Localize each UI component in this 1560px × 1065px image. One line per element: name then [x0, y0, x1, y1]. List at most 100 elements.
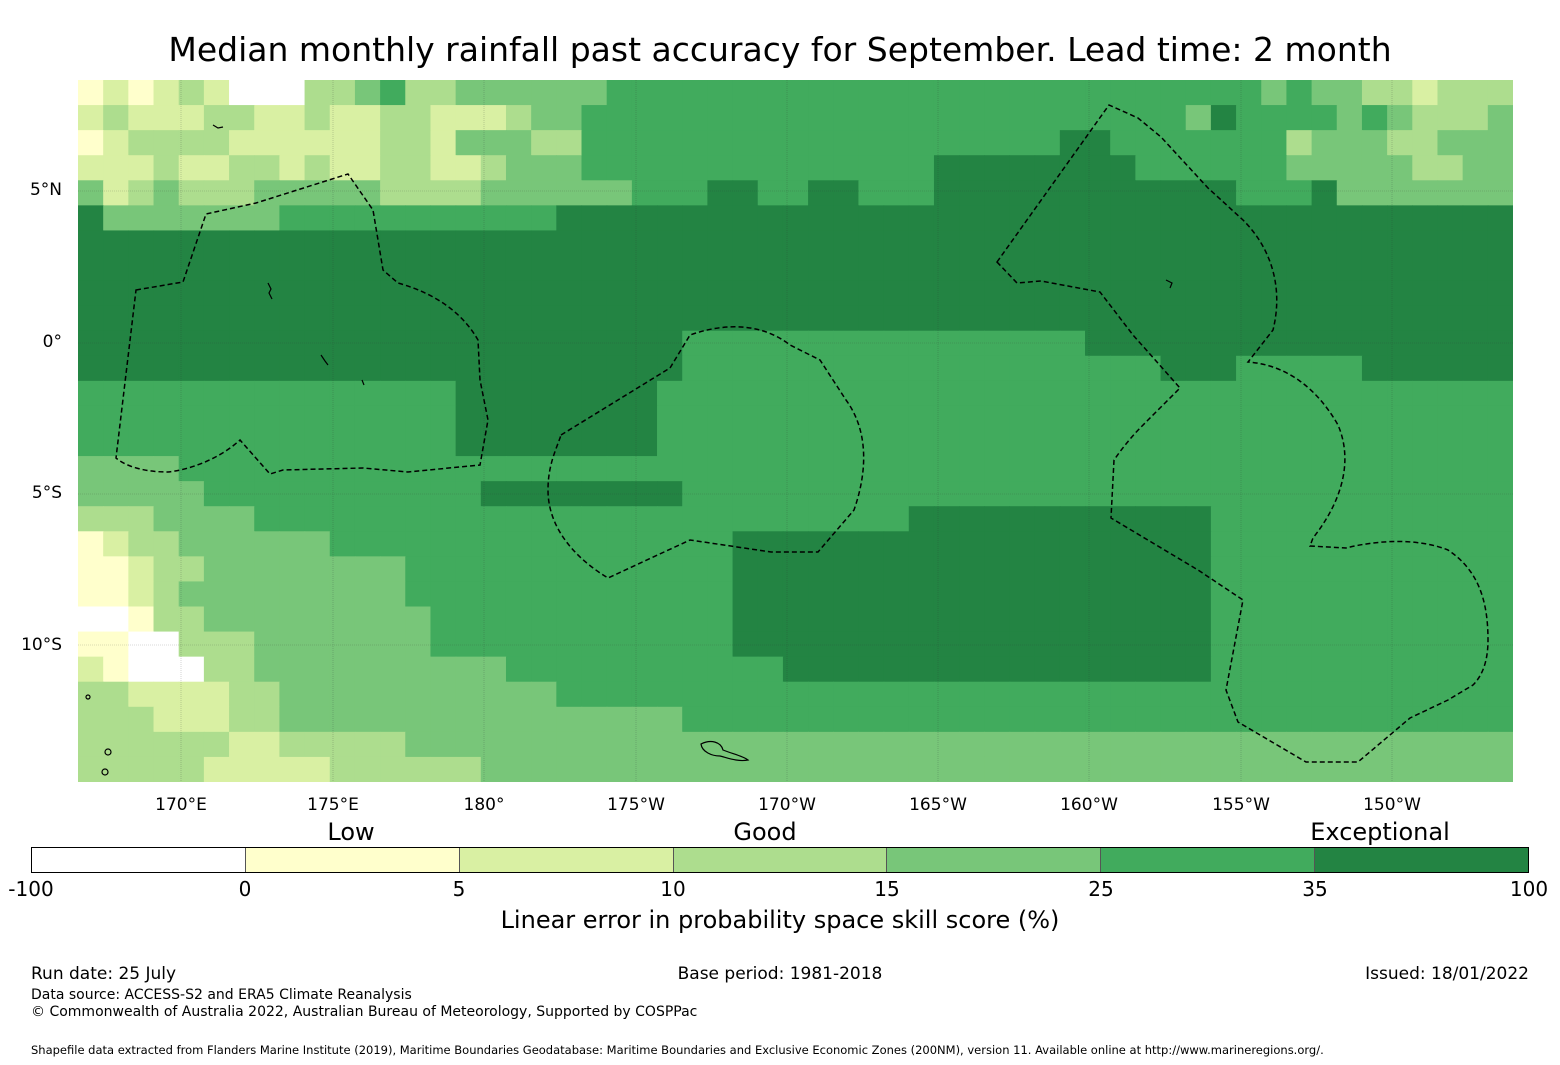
skill-cell — [354, 481, 381, 507]
skill-cell — [254, 305, 281, 332]
skill-cell — [1135, 606, 1162, 633]
skill-cell — [833, 80, 860, 106]
skill-cell — [1487, 606, 1513, 633]
skill-cell — [1185, 330, 1212, 357]
skill-cell — [380, 681, 406, 708]
skill-cell — [380, 481, 406, 507]
skill-cell — [505, 155, 532, 181]
skill-cell — [757, 556, 784, 583]
skill-cell — [531, 130, 557, 156]
skill-cell — [254, 405, 281, 432]
skill-cell — [833, 456, 860, 482]
skill-cell — [455, 130, 482, 156]
skill-cell — [279, 155, 306, 181]
skill-cell — [480, 756, 507, 782]
skill-cell — [682, 255, 708, 282]
skill-cell — [933, 581, 960, 608]
skill-cell — [329, 756, 356, 782]
skill-cell — [153, 456, 180, 482]
skill-cell — [1059, 556, 1086, 583]
skill-cell — [1110, 255, 1136, 282]
skill-cell — [254, 656, 281, 683]
skill-cell — [1135, 180, 1162, 206]
skill-cell — [405, 230, 432, 257]
skill-cell — [1009, 130, 1036, 156]
skill-cell — [354, 556, 381, 583]
run-date: Run date: 25 July — [31, 964, 177, 984]
skill-cell — [128, 205, 155, 232]
skill-cell — [229, 305, 255, 332]
skill-cell — [103, 180, 129, 206]
skill-cell — [1034, 681, 1061, 708]
skill-cell — [1034, 230, 1061, 257]
skill-cell — [128, 581, 155, 608]
colorbar-tick: 5 — [452, 877, 466, 901]
skill-cell — [1185, 280, 1212, 307]
skill-cell — [1462, 355, 1489, 382]
skill-cell — [883, 130, 910, 156]
skill-cell — [1487, 155, 1513, 181]
skill-cell — [128, 105, 155, 131]
skill-cell — [480, 681, 507, 708]
skill-cell — [657, 305, 683, 332]
skill-cell — [883, 255, 910, 282]
skill-cell — [959, 656, 985, 683]
skill-cell — [1412, 506, 1439, 532]
skill-cell — [304, 255, 331, 282]
skill-cell — [707, 155, 734, 181]
skill-cell — [808, 105, 834, 131]
skill-cell — [808, 606, 834, 633]
copyright: © Commonwealth of Australia 2022, Austra… — [31, 1004, 698, 1020]
skill-cell — [480, 556, 507, 583]
skill-cell — [354, 706, 381, 733]
skill-cell — [1210, 456, 1237, 482]
skill-cell — [1160, 180, 1187, 206]
skill-cell — [279, 205, 306, 232]
skill-cell — [1286, 230, 1313, 257]
skill-cell — [1210, 355, 1237, 382]
skill-cell — [556, 731, 583, 758]
skill-cell — [178, 531, 205, 557]
skill-cell — [933, 431, 960, 457]
skill-cell — [808, 155, 834, 181]
skill-cell — [933, 756, 960, 782]
skill-cell — [304, 380, 331, 407]
skill-cell — [908, 456, 935, 482]
skill-cell — [1487, 230, 1513, 257]
skill-cell — [354, 130, 381, 156]
skill-cell — [1009, 581, 1036, 608]
skill-cell — [984, 506, 1011, 532]
skill-cell — [657, 355, 683, 382]
skill-cell — [631, 706, 658, 733]
skill-cell — [480, 731, 507, 758]
skill-cell — [254, 105, 281, 131]
skill-cell — [1387, 180, 1413, 206]
skill-cell — [1437, 506, 1464, 532]
skill-cell — [1336, 105, 1363, 131]
skill-cell — [1437, 255, 1464, 282]
skill-cell — [1236, 506, 1262, 532]
skill-cell — [153, 431, 180, 457]
skill-cell — [128, 681, 155, 708]
skill-cell — [682, 631, 708, 658]
skill-cell — [606, 456, 633, 482]
skill-cell — [1059, 205, 1086, 232]
skill-cell — [682, 105, 708, 131]
skill-cell — [1135, 105, 1162, 131]
skill-cell — [1034, 481, 1061, 507]
skill-cell — [128, 330, 155, 357]
skill-cell — [631, 681, 658, 708]
skill-cell — [1487, 631, 1513, 658]
skill-cell — [254, 80, 281, 106]
skill-cell — [606, 180, 633, 206]
skill-cell — [505, 355, 532, 382]
lon-label-180: 180° — [463, 795, 505, 815]
skill-cell — [1286, 280, 1313, 307]
skill-cell — [531, 556, 557, 583]
skill-cell — [883, 205, 910, 232]
lat-label-0: 0° — [42, 332, 62, 352]
skill-cell — [1487, 255, 1513, 282]
skill-cell — [380, 380, 406, 407]
skill-cell — [354, 155, 381, 181]
skill-cell — [380, 205, 406, 232]
